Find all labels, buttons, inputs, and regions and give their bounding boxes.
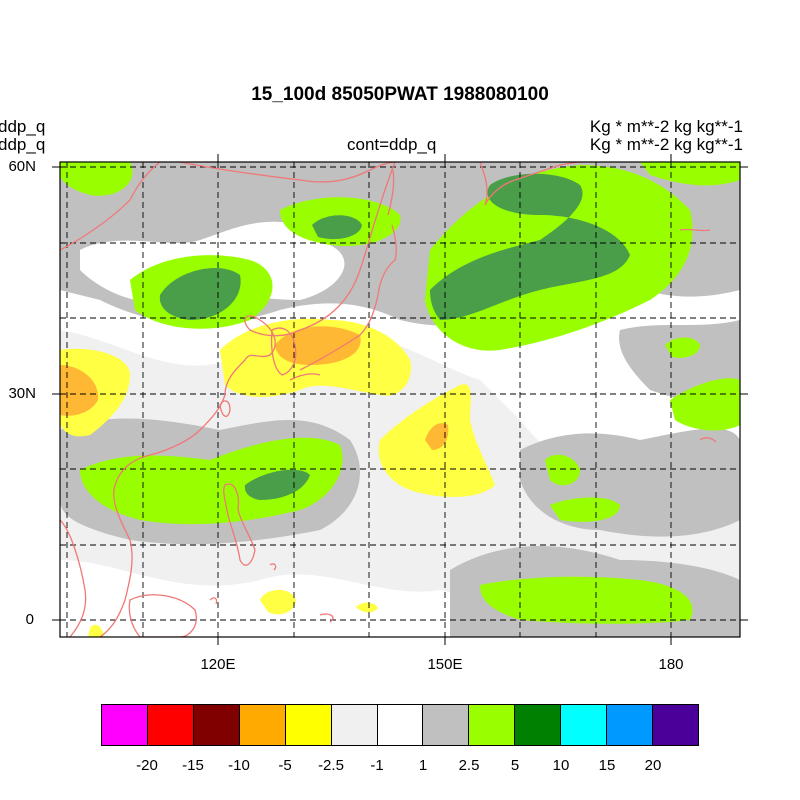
coastline-borneo [128, 594, 197, 637]
colorbar-bin [147, 705, 194, 745]
left-label-1: ddp_q [0, 117, 46, 136]
fill-lime-east-d [550, 497, 620, 522]
fill-lime-south-east [480, 576, 693, 624]
coastline-korea [270, 327, 297, 376]
colorbar-bin [469, 705, 516, 745]
colorbar-bin [561, 705, 608, 745]
center-label: cont=ddp_q [347, 135, 437, 154]
colorbar-bin [377, 705, 424, 745]
colorbar-bin [102, 705, 148, 745]
coastlines [60, 162, 717, 637]
plot-title: 15_100d 85050PWAT 1988080100 [251, 84, 549, 105]
fill-lime-north-west [60, 162, 133, 196]
anomaly-fill-layer [60, 162, 740, 637]
colorbar-tick-label: -10 [228, 757, 250, 774]
coastline-east-fragments [679, 228, 717, 443]
colorbar-bin [193, 705, 240, 745]
fill-lime-north-east [640, 162, 740, 186]
fill-lime-east-c [545, 454, 580, 486]
tick-marks [52, 154, 748, 645]
coastline-indochina [60, 519, 87, 637]
fill-orange-west [60, 365, 99, 416]
coastline-philippines [223, 483, 256, 566]
colorbar-bin [239, 705, 286, 745]
colorbar-tick-label: -20 [136, 757, 158, 774]
coastline-taiwan [219, 400, 231, 417]
colorbar-tick-label: -5 [278, 757, 292, 774]
grid-lines [60, 162, 740, 637]
fill-green-manchuria [159, 267, 241, 320]
lon-label-180: 180 [658, 656, 684, 673]
colorbar-bin [423, 705, 470, 745]
fill-yellow-south-a [260, 589, 296, 615]
colorbar-bin [653, 705, 698, 745]
colorbar-bin [607, 705, 654, 745]
lat-label-eq: 0 [25, 611, 34, 628]
fill-lime-east-a [665, 337, 700, 358]
colorbar-tick-label: 10 [552, 757, 570, 774]
lat-label-60n: 60N [8, 158, 36, 175]
colorbar-bin [331, 705, 378, 745]
map-frame [59, 161, 741, 638]
coastline-sakhalin [387, 169, 395, 216]
colorbar-tick-label: -2.5 [318, 757, 344, 774]
lon-label-150e: 150E [427, 656, 463, 673]
fill-orange-pacific [425, 423, 449, 450]
left-label-2: ddp_q [0, 135, 46, 154]
colorbar-tick-label: 2.5 [458, 757, 480, 774]
fill-yellow-south-c [88, 624, 104, 637]
colorbar-tick-label: 5 [510, 757, 520, 774]
coastline-islands [209, 563, 334, 623]
right-label-2: Kg * m**-2 kg kg**-1 [589, 135, 743, 154]
coastline-japan [289, 224, 397, 381]
fill-lime-east-b [670, 378, 740, 431]
colorbar-bin [515, 705, 562, 745]
colorbar-tick-label: 20 [644, 757, 662, 774]
fill-lime-scs [80, 437, 343, 525]
lat-label-30n: 30N [8, 385, 36, 402]
colorbar-tick-label: 15 [598, 757, 616, 774]
colorbar-tick-label: 1 [418, 757, 428, 774]
colorbar-bin [285, 705, 332, 745]
right-label-1: Kg * m**-2 kg kg**-1 [589, 117, 743, 136]
colorbar [101, 704, 699, 746]
coastline-kamchatka [479, 162, 586, 206]
coastline-asia [60, 162, 396, 637]
colorbar-tick-label: -1 [370, 757, 384, 774]
fill-green-okhotsk [430, 173, 630, 320]
fill-orange-japan [275, 326, 361, 365]
colorbar-tick-label: -15 [182, 757, 204, 774]
fill-yellow-south-b [356, 602, 378, 613]
fill-green-north-center [312, 215, 362, 240]
lon-label-120e: 120E [200, 656, 236, 673]
